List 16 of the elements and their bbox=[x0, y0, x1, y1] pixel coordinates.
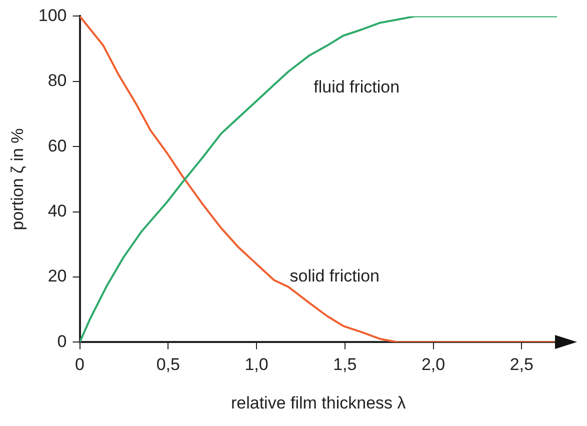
x-tick-label: 0,5 bbox=[156, 355, 180, 374]
y-tick-label: 100 bbox=[38, 6, 67, 25]
x-axis-title: relative film thickness λ bbox=[230, 393, 406, 412]
x-tick-label: 1,5 bbox=[333, 355, 357, 374]
y-tick-label: 60 bbox=[48, 136, 67, 156]
y-tick-label: 80 bbox=[48, 71, 67, 90]
annotation: fluid friction bbox=[314, 78, 400, 97]
y-tick-label: 40 bbox=[48, 201, 67, 220]
annotation: solid friction bbox=[290, 266, 380, 286]
y-tick-label: 0 bbox=[57, 332, 67, 351]
y-axis-title: portion ζ in % bbox=[8, 128, 27, 230]
y-tick-label: 20 bbox=[48, 266, 67, 286]
x-tick-label: 0 bbox=[75, 355, 84, 374]
x-tick-label: 1,0 bbox=[244, 355, 268, 374]
x-tick-label: 2,5 bbox=[510, 355, 534, 374]
x-tick-label: 2,0 bbox=[421, 355, 446, 374]
